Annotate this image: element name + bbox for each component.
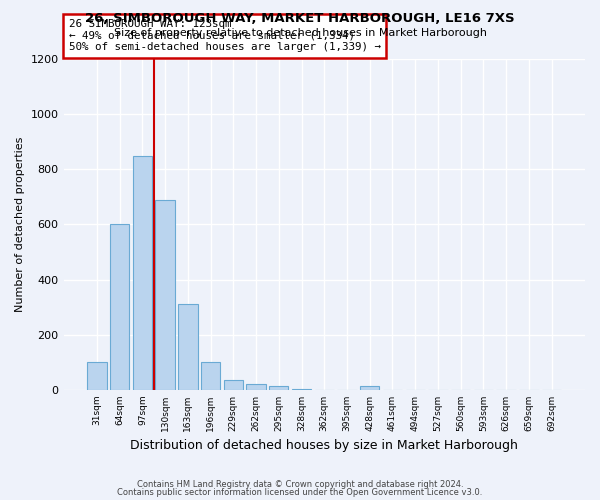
Bar bbox=[133, 156, 152, 390]
Text: 26 SIMBOROUGH WAY: 123sqm
← 49% of detached houses are smaller (1,334)
50% of se: 26 SIMBOROUGH WAY: 123sqm ← 49% of detac… bbox=[69, 19, 381, 52]
Bar bbox=[178, 304, 197, 390]
Bar bbox=[269, 386, 289, 390]
Bar bbox=[292, 388, 311, 390]
Bar bbox=[201, 362, 220, 390]
Bar bbox=[360, 386, 379, 390]
Text: Size of property relative to detached houses in Market Harborough: Size of property relative to detached ho… bbox=[113, 28, 487, 38]
Bar bbox=[110, 224, 130, 390]
Bar bbox=[87, 362, 107, 390]
Text: 26, SIMBOROUGH WAY, MARKET HARBOROUGH, LE16 7XS: 26, SIMBOROUGH WAY, MARKET HARBOROUGH, L… bbox=[85, 12, 515, 26]
Y-axis label: Number of detached properties: Number of detached properties bbox=[15, 137, 25, 312]
Bar bbox=[155, 200, 175, 390]
Bar bbox=[247, 384, 266, 390]
Bar bbox=[224, 380, 243, 390]
Text: Contains HM Land Registry data © Crown copyright and database right 2024.: Contains HM Land Registry data © Crown c… bbox=[137, 480, 463, 489]
X-axis label: Distribution of detached houses by size in Market Harborough: Distribution of detached houses by size … bbox=[130, 440, 518, 452]
Text: Contains public sector information licensed under the Open Government Licence v3: Contains public sector information licen… bbox=[118, 488, 482, 497]
